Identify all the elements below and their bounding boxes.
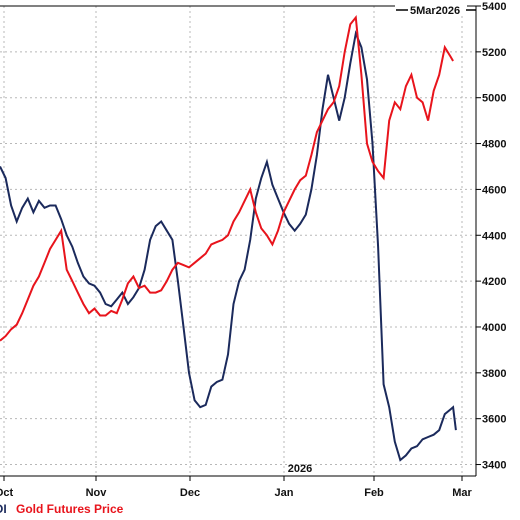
legend-entry-oi: OI (0, 502, 7, 516)
vertical-gridlines (3, 6, 463, 476)
y-tick-label: 4000 (482, 322, 506, 334)
date-label-bg (395, 2, 467, 16)
y-tick-label: 4400 (482, 230, 506, 242)
y-tick-label: 3400 (482, 460, 506, 472)
y-tick-label: 4600 (482, 184, 506, 196)
legend-entry-gold: Gold Futures Price (16, 502, 124, 516)
y-tick-label: 5200 (482, 47, 506, 59)
x-tick-label: Oct (0, 487, 14, 499)
y-tick-label: 4800 (482, 139, 506, 151)
x-axis-ticks: Oct Nov Dec Jan Feb Mar (0, 476, 472, 499)
year-label: 2026 (288, 463, 312, 475)
y-tick-label: 3600 (482, 414, 506, 426)
x-tick-label: Mar (452, 487, 472, 499)
horizontal-gridlines (0, 5, 476, 466)
x-tick-label: Dec (180, 487, 200, 499)
y-tick-label: 4200 (482, 276, 506, 288)
x-tick-label: Nov (86, 487, 108, 499)
y-tick-label: 3800 (482, 368, 506, 380)
x-tick-label: Jan (275, 487, 294, 499)
y-axis-ticks: 3400 3600 3800 4000 4200 4400 4600 4800 5000 5200… (476, 1, 506, 472)
y-tick-label: 5400 (482, 1, 506, 13)
oi-series-line (0, 29, 457, 462)
y-tick-label: 5000 (482, 93, 506, 105)
gold-series-line (0, 14, 454, 342)
date-label: 5Mar2026 (410, 5, 460, 17)
x-tick-label: Feb (364, 487, 384, 499)
